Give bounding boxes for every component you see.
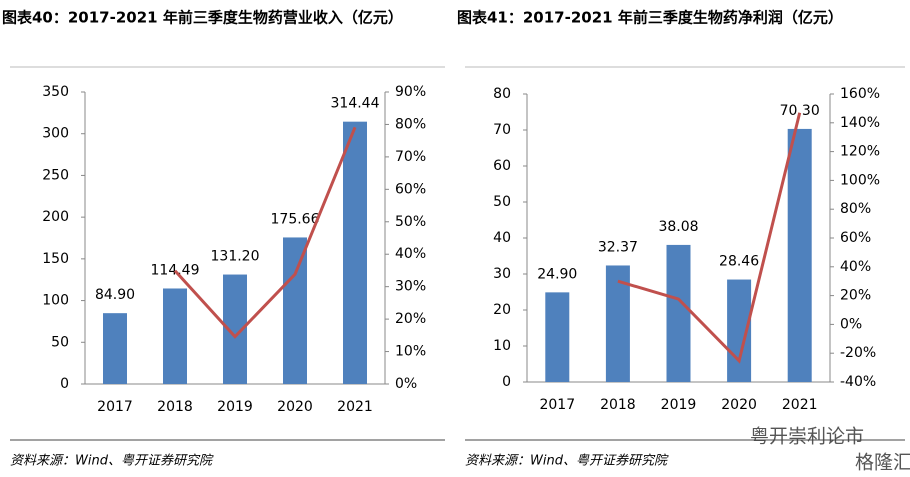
y2-tick-label: 100% <box>840 172 880 188</box>
y2-tick-label: -20% <box>840 345 876 361</box>
bar <box>163 288 187 384</box>
watermark-logo: 格隆汇 <box>855 452 910 474</box>
y-tick-label: 60 <box>493 158 511 174</box>
chart-title: 图表40：2017-2021 年前三季度生物药营业收入（亿元） <box>2 9 403 27</box>
bar <box>666 244 691 382</box>
y-tick-label: 0 <box>502 374 511 390</box>
value-label: 84.90 <box>95 287 135 303</box>
y-tick-label: 80 <box>493 86 511 102</box>
y2-tick-label: 0% <box>840 316 862 332</box>
y-tick-label: 40 <box>493 230 511 246</box>
bar <box>103 313 127 384</box>
chart-title: 图表41：2017-2021 年前三季度生物药净利润（亿元） <box>457 9 843 27</box>
value-label: 70.30 <box>780 103 820 119</box>
x-tick-label: 2019 <box>217 399 253 415</box>
value-label: 38.08 <box>658 219 698 235</box>
x-tick-label: 2020 <box>277 399 313 415</box>
y-tick-label: 50 <box>493 194 511 210</box>
value-label: 131.20 <box>211 249 260 265</box>
line <box>617 112 802 364</box>
y2-tick-label: 60% <box>395 181 426 197</box>
watermark-text: 粤开崇利论市 <box>750 426 864 448</box>
y2-tick-label: 20% <box>840 288 871 304</box>
y2-tick-label: 90% <box>395 84 426 100</box>
y2-tick-label: 10% <box>395 344 426 360</box>
line <box>173 126 357 339</box>
bar <box>787 128 812 382</box>
x-tick-label: 2019 <box>661 397 697 413</box>
y-tick-label: 100 <box>42 293 69 309</box>
source: 资料来源：Wind、粤开证券研究院 <box>10 453 214 469</box>
y2-tick-label: 0% <box>395 376 417 392</box>
y2-tick-label: 80% <box>840 201 871 217</box>
y-tick-label: 10 <box>493 338 511 354</box>
y-tick-label: 300 <box>42 126 69 142</box>
y2-tick-label: 40% <box>395 246 426 262</box>
y-tick-label: 30 <box>493 266 511 282</box>
y2-tick-label: 20% <box>395 311 426 327</box>
y2-tick-label: 80% <box>395 116 426 132</box>
y-tick-label: 50 <box>51 334 69 350</box>
x-tick-label: 2020 <box>721 397 757 413</box>
y2-tick-label: 120% <box>840 144 880 160</box>
y-tick-label: 350 <box>42 84 69 100</box>
y2-tick-label: 140% <box>840 115 880 131</box>
y-tick-label: 20 <box>493 302 511 318</box>
value-label: 24.90 <box>537 266 577 282</box>
y2-tick-label: 40% <box>840 259 871 275</box>
value-label: 28.46 <box>719 254 759 270</box>
value-label: 175.66 <box>271 211 320 227</box>
y2-tick-label: 60% <box>840 230 871 246</box>
y2-tick-label: 50% <box>395 214 426 230</box>
y-tick-label: 200 <box>42 209 69 225</box>
x-tick-label: 2021 <box>782 397 818 413</box>
value-label: 314.44 <box>331 96 380 112</box>
value-label: 32.37 <box>598 239 638 255</box>
x-tick-label: 2017 <box>539 397 575 413</box>
bar <box>545 292 570 382</box>
y-tick-label: 250 <box>42 167 69 183</box>
x-tick-label: 2017 <box>97 399 133 415</box>
y-tick-label: 150 <box>42 251 69 267</box>
x-tick-label: 2018 <box>600 397 636 413</box>
source: 资料来源：Wind、粤开证券研究院 <box>465 453 669 469</box>
x-tick-label: 2018 <box>157 399 193 415</box>
y2-tick-label: 70% <box>395 149 426 165</box>
y-tick-label: 0 <box>60 376 69 392</box>
value-label: 114.49 <box>151 262 200 278</box>
y2-tick-label: 160% <box>840 86 880 102</box>
y2-tick-label: -40% <box>840 374 876 390</box>
y2-tick-label: 30% <box>395 279 426 295</box>
bar <box>283 237 307 384</box>
y-tick-label: 70 <box>493 122 511 138</box>
bar <box>343 121 367 384</box>
x-tick-label: 2021 <box>337 399 373 415</box>
